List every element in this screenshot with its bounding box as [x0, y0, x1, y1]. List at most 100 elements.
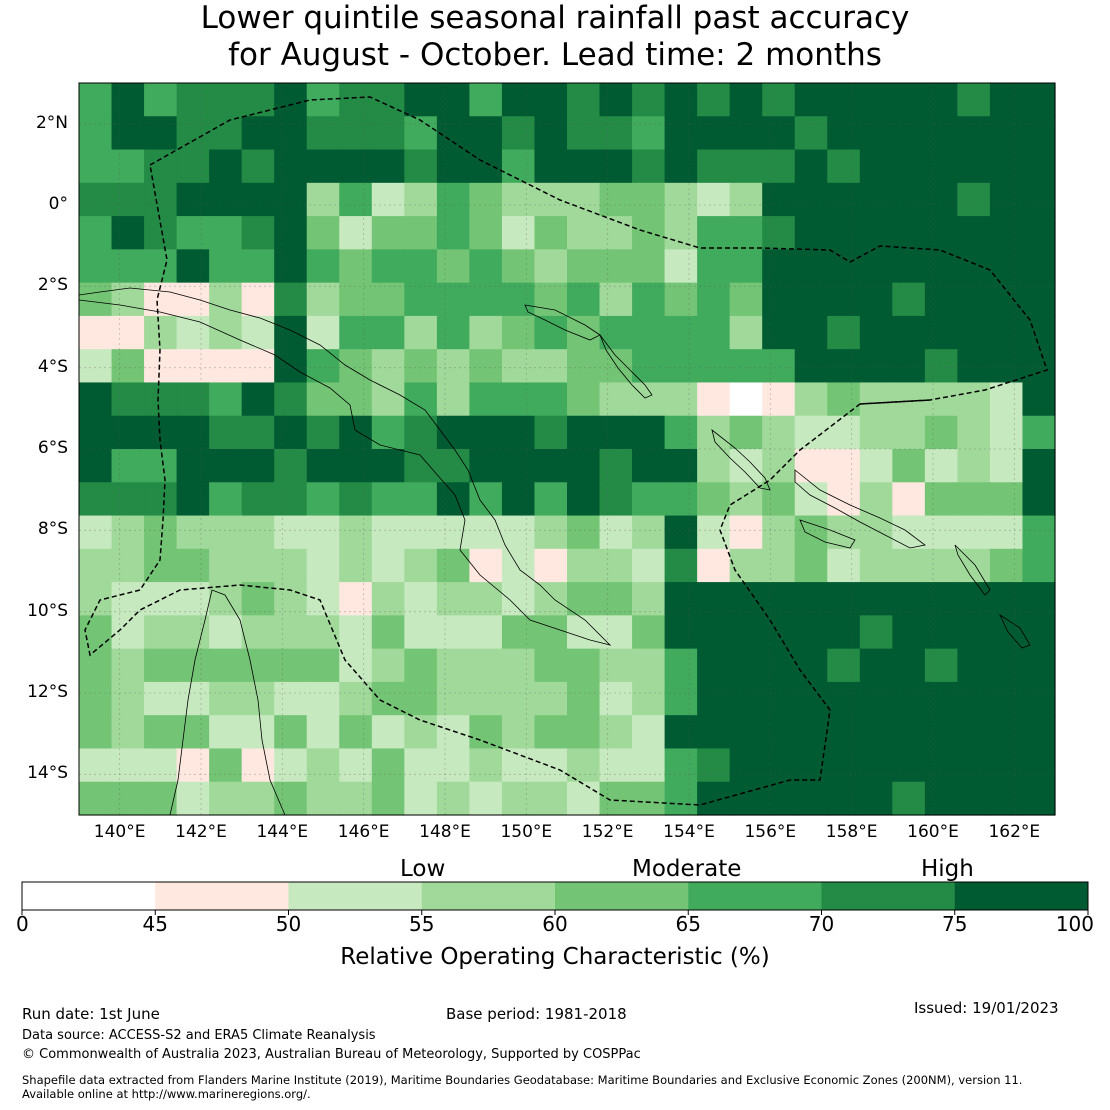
grid-cell: [274, 382, 308, 417]
grid-cell: [339, 548, 373, 583]
x-tick-label: 160°E: [907, 822, 959, 842]
grid-cell: [632, 681, 666, 716]
colorbar-tick-label: 55: [409, 912, 435, 936]
grid-cell: [469, 182, 503, 217]
grid-cell: [697, 548, 731, 583]
new-britain-coastline: [524, 304, 601, 341]
grid-cell: [501, 182, 536, 217]
grid-cell: [176, 681, 210, 716]
grid-cell: [274, 681, 308, 716]
grid-cell: [892, 781, 926, 816]
colorbar-segment: [688, 882, 822, 910]
grid-cell: [404, 249, 438, 284]
grid-cell: [469, 83, 503, 117]
grid-cell: [697, 182, 731, 217]
grid-cell: [176, 582, 210, 616]
grid-cell: [567, 482, 601, 517]
grid-cell: [924, 681, 958, 716]
grid-cell: [989, 748, 1024, 783]
grid-cell: [436, 648, 470, 683]
grid-cell: [892, 548, 926, 583]
grid-cell: [274, 315, 308, 350]
grid-cell: [534, 482, 568, 517]
grid-cell: [339, 315, 373, 350]
grid-cell: [469, 615, 503, 650]
grid-cell: [989, 482, 1024, 517]
grid-cell: [762, 548, 796, 583]
grid-cell: [924, 648, 958, 683]
grid-cell: [501, 615, 536, 650]
grid-cell: [957, 415, 991, 450]
grid-cell: [794, 415, 828, 450]
grid-cell: [632, 349, 666, 384]
grid-cell: [859, 83, 893, 117]
grid-cell: [339, 515, 373, 550]
grid-cell: [436, 83, 470, 117]
grid-cell: [111, 582, 145, 616]
grid-cell: [209, 648, 243, 683]
grid-cell: [957, 216, 991, 250]
grid-cell: [567, 116, 601, 151]
grid-cell: [632, 315, 666, 350]
x-tick-label: 144°E: [256, 822, 309, 842]
grid-cell: [794, 349, 828, 384]
grid-cell: [534, 116, 568, 151]
level-high: High: [921, 856, 974, 882]
grid-cell: [794, 681, 828, 716]
x-tick-label: 146°E: [337, 822, 390, 842]
grid-cell: [1022, 715, 1056, 750]
grid-cell: [567, 748, 601, 783]
grid-cell: [79, 249, 113, 284]
grid-cell: [762, 216, 796, 250]
grid-cell: [144, 116, 178, 151]
grid-cell: [762, 648, 796, 683]
grid-cell: [534, 83, 568, 117]
issued-date: Issued: 19/01/2023: [914, 999, 1059, 1017]
grid-cell: [1022, 415, 1056, 450]
y-tick-label: 12°S: [27, 682, 68, 702]
grid-cell: [729, 116, 763, 151]
grid-cell: [567, 715, 601, 750]
x-tick-label: 150°E: [500, 822, 553, 842]
grid-cell: [599, 182, 633, 217]
grid-cell: [241, 515, 275, 550]
grid-cell: [306, 216, 340, 250]
chart-title: Lower quintile seasonal rainfall past ac…: [0, 0, 1110, 74]
grid-cell: [339, 648, 373, 683]
grid-cell: [697, 249, 731, 284]
grid-cell: [989, 282, 1024, 317]
grid-cell: [371, 449, 405, 483]
grid-cell: [567, 615, 601, 650]
grid-cell: [306, 116, 340, 151]
grid-cell: [729, 482, 763, 517]
grid-cell: [632, 748, 666, 783]
grid-cell: [241, 781, 275, 816]
colorbar-tick-label: 60: [542, 912, 568, 936]
grid-cell: [469, 582, 503, 616]
grid-cell: [144, 715, 178, 750]
grid-cell: [111, 615, 145, 650]
grid-cell: [1022, 482, 1056, 517]
grid-cell: [534, 515, 568, 550]
grid-cell: [957, 83, 991, 117]
grid-cell: [371, 781, 405, 816]
grid-cell: [404, 515, 438, 550]
grid-cell: [306, 615, 340, 650]
australia-coastline: [169, 589, 286, 816]
grid-cell: [762, 482, 796, 517]
grid-cell: [209, 748, 243, 783]
grid-cell: [339, 715, 373, 750]
grid-cell: [144, 582, 178, 616]
grid-cell: [827, 182, 861, 217]
grid-cell: [404, 582, 438, 616]
grid-cell: [632, 715, 666, 750]
grid-cell: [599, 249, 633, 284]
grid-cell: [632, 548, 666, 583]
grid-cell: [209, 548, 243, 583]
grid-cell: [567, 216, 601, 250]
grid-cell: [892, 315, 926, 350]
grid-cell: [469, 715, 503, 750]
grid-cell: [989, 681, 1024, 716]
grid-cell: [599, 781, 633, 816]
grid-cell: [79, 615, 113, 650]
